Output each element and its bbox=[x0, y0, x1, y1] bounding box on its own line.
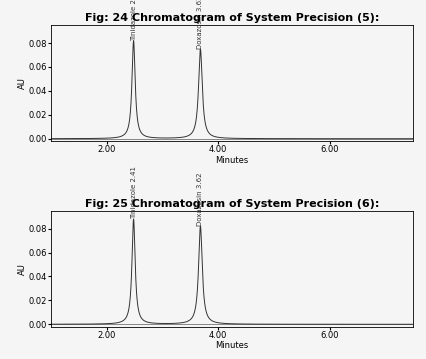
Title: Fig: 25 Chromatogram of System Precision (6):: Fig: 25 Chromatogram of System Precision… bbox=[85, 199, 380, 209]
Text: Doxazosin 3.62: Doxazosin 3.62 bbox=[197, 173, 204, 226]
X-axis label: Minutes: Minutes bbox=[216, 341, 249, 350]
Y-axis label: AU: AU bbox=[18, 77, 27, 89]
Text: Tinidazole 2.41: Tinidazole 2.41 bbox=[130, 0, 137, 41]
Y-axis label: AU: AU bbox=[18, 263, 27, 275]
Text: Doxazosin 3.62: Doxazosin 3.62 bbox=[197, 0, 204, 49]
X-axis label: Minutes: Minutes bbox=[216, 156, 249, 165]
Title: Fig: 24 Chromatogram of System Precision (5):: Fig: 24 Chromatogram of System Precision… bbox=[85, 13, 380, 23]
Text: Tinidazole 2.41: Tinidazole 2.41 bbox=[130, 166, 137, 219]
